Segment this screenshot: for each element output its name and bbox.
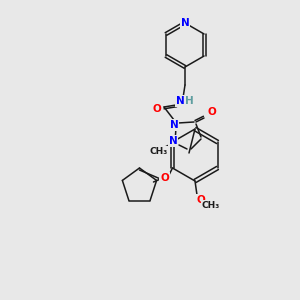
Text: N: N	[169, 120, 178, 130]
Text: O: O	[153, 104, 161, 114]
Text: O: O	[160, 173, 169, 183]
Text: H: H	[184, 96, 194, 106]
Text: N: N	[169, 136, 177, 146]
Text: CH₃: CH₃	[202, 200, 220, 209]
Text: O: O	[208, 107, 216, 117]
Text: CH₃: CH₃	[150, 146, 168, 155]
Text: N: N	[181, 18, 189, 28]
Text: O: O	[196, 195, 206, 205]
Text: N: N	[176, 96, 184, 106]
